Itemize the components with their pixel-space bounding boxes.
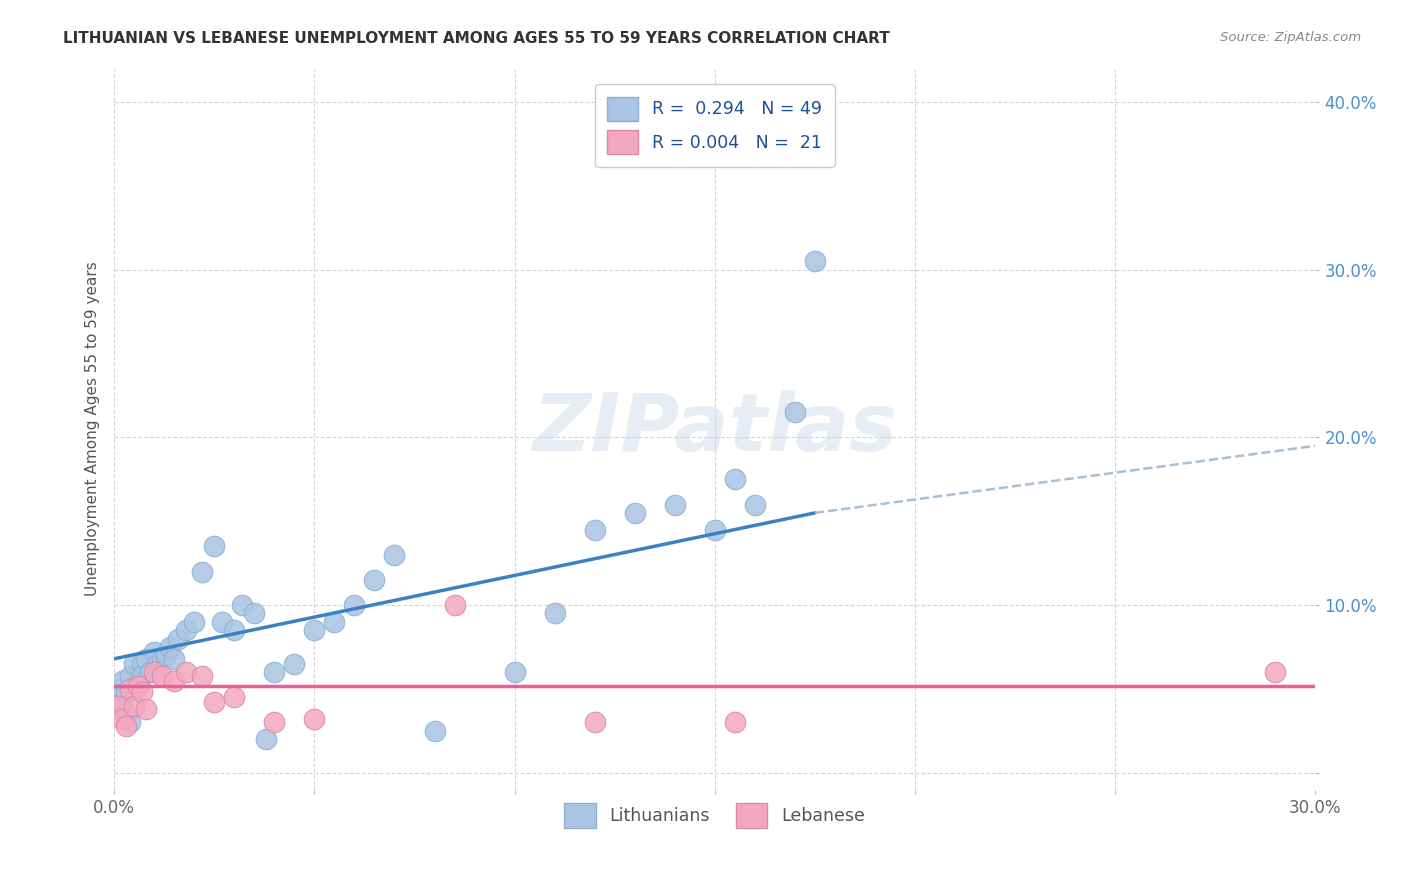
Point bbox=[167, 632, 190, 646]
Text: ZIPatlas: ZIPatlas bbox=[533, 390, 897, 468]
Point bbox=[583, 523, 606, 537]
Point bbox=[143, 645, 166, 659]
Point bbox=[583, 715, 606, 730]
Point bbox=[143, 665, 166, 680]
Point bbox=[111, 673, 134, 688]
Point bbox=[174, 624, 197, 638]
Point bbox=[703, 523, 725, 537]
Point bbox=[183, 615, 205, 629]
Point bbox=[304, 624, 326, 638]
Point bbox=[155, 648, 177, 663]
Point bbox=[804, 254, 827, 268]
Point bbox=[304, 712, 326, 726]
Point bbox=[323, 615, 346, 629]
Point bbox=[131, 668, 153, 682]
Point bbox=[111, 712, 134, 726]
Point bbox=[263, 715, 285, 730]
Point bbox=[127, 679, 149, 693]
Point bbox=[135, 702, 157, 716]
Point bbox=[744, 498, 766, 512]
Point bbox=[224, 690, 246, 705]
Point bbox=[163, 673, 186, 688]
Point bbox=[115, 719, 138, 733]
Point bbox=[127, 679, 149, 693]
Point bbox=[443, 598, 465, 612]
Point bbox=[120, 668, 142, 682]
Point bbox=[159, 640, 181, 654]
Point bbox=[263, 665, 285, 680]
Point bbox=[122, 698, 145, 713]
Point bbox=[202, 540, 225, 554]
Point bbox=[135, 652, 157, 666]
Point bbox=[363, 573, 385, 587]
Point bbox=[224, 624, 246, 638]
Point bbox=[503, 665, 526, 680]
Legend: Lithuanians, Lebanese: Lithuanians, Lebanese bbox=[558, 797, 872, 835]
Point bbox=[623, 506, 645, 520]
Text: LITHUANIAN VS LEBANESE UNEMPLOYMENT AMONG AGES 55 TO 59 YEARS CORRELATION CHART: LITHUANIAN VS LEBANESE UNEMPLOYMENT AMON… bbox=[63, 31, 890, 46]
Point bbox=[107, 702, 129, 716]
Point bbox=[283, 657, 305, 671]
Point bbox=[724, 715, 747, 730]
Point bbox=[423, 723, 446, 738]
Text: Source: ZipAtlas.com: Source: ZipAtlas.com bbox=[1220, 31, 1361, 45]
Point bbox=[150, 652, 173, 666]
Point bbox=[115, 685, 138, 699]
Point bbox=[343, 598, 366, 612]
Point bbox=[783, 405, 806, 419]
Point bbox=[115, 707, 138, 722]
Point bbox=[131, 657, 153, 671]
Point bbox=[107, 681, 129, 696]
Point bbox=[148, 657, 170, 671]
Point bbox=[191, 668, 214, 682]
Point bbox=[254, 732, 277, 747]
Point bbox=[1264, 665, 1286, 680]
Point bbox=[211, 615, 233, 629]
Point bbox=[122, 681, 145, 696]
Point bbox=[107, 698, 129, 713]
Point bbox=[120, 715, 142, 730]
Point bbox=[163, 652, 186, 666]
Point bbox=[243, 607, 266, 621]
Point bbox=[122, 657, 145, 671]
Point bbox=[191, 565, 214, 579]
Point bbox=[543, 607, 565, 621]
Point bbox=[231, 598, 253, 612]
Point bbox=[139, 665, 162, 680]
Y-axis label: Unemployment Among Ages 55 to 59 years: Unemployment Among Ages 55 to 59 years bbox=[86, 261, 100, 597]
Point bbox=[664, 498, 686, 512]
Point bbox=[202, 695, 225, 709]
Point bbox=[120, 681, 142, 696]
Point bbox=[384, 548, 406, 562]
Point bbox=[131, 685, 153, 699]
Point bbox=[174, 665, 197, 680]
Point bbox=[111, 695, 134, 709]
Point bbox=[724, 472, 747, 486]
Point bbox=[150, 668, 173, 682]
